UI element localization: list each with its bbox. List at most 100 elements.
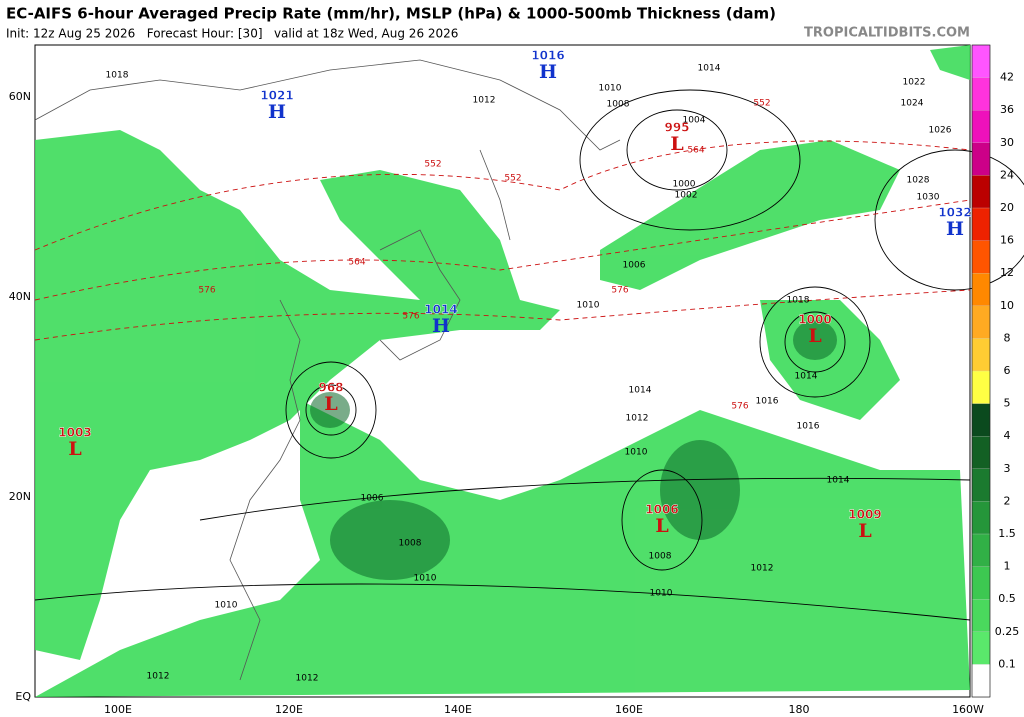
isobar-label: 1026 [929,126,952,136]
colorbar-segment [971,533,991,568]
isobar-label: 1002 [675,191,698,201]
isobar-label: 1012 [473,96,496,106]
isobar-label: 1012 [626,414,649,424]
isobar-label: 1006 [361,494,384,504]
isobar-label: 1010 [215,601,238,611]
colorbar-label: 1 [1004,560,1011,573]
isobar-label: 1000 [673,180,696,190]
colorbar-label: 1.5 [998,527,1016,540]
colorbar-segment [971,175,991,209]
colorbar-segment [971,77,991,111]
pressure-letter: H [946,218,964,240]
colorbar-label: 0.5 [998,592,1016,605]
pressure-letter: H [268,101,286,123]
colorbar-segment [971,370,991,405]
lon-label: 160E [615,703,643,716]
pressure-value: 1014 [424,303,457,317]
colorbar-segment [971,142,991,177]
colorbar-label: 20 [1000,201,1014,214]
isobar-label: 1014 [827,476,850,486]
isobar-label: 1008 [399,539,422,549]
colorbar-segment [971,664,991,698]
isobar-label: 1016 [797,422,820,432]
isobar-label: 1012 [147,672,170,682]
pressure-value: 1006 [645,503,678,517]
lon-label: 180 [789,703,810,716]
colorbar-label: 6 [1004,364,1011,377]
pressure-letter: L [670,133,683,155]
isobar-label: 1008 [649,552,672,562]
colorbar-segment [971,110,991,144]
colorbar-segment [971,207,991,242]
pressure-value: 968 [318,381,343,395]
pressure-value: 1032 [938,206,971,220]
colorbar-label: 30 [1000,136,1014,149]
pressure-letter: L [68,438,81,460]
colorbar-segment [971,468,991,503]
colorbar-segment [971,501,991,535]
isobar-label: 1010 [650,589,673,599]
pressure-value: 1021 [260,89,293,103]
colorbar-label: 16 [1000,234,1014,247]
colorbar-label: 10 [1000,299,1014,312]
colorbar-segment [971,240,991,274]
colorbar-segment [971,403,991,437]
isobar-label: 1018 [787,296,810,306]
colorbar-segment [971,566,991,600]
isobar-label: 1030 [917,193,940,203]
colorbar-label: 3 [1004,462,1011,475]
isobar-label: 1028 [907,176,930,186]
colorbar-label: 8 [1004,331,1011,344]
colorbar-label: 42 [1000,71,1014,84]
isobar-label: 1010 [599,84,622,94]
isobar-label: 1006 [623,261,646,271]
pressure-letter: H [432,315,450,337]
heavy-precip [310,320,837,580]
isobar-label: 1014 [629,386,652,396]
lat-label: 60N [9,90,31,103]
thickness-label: 552 [504,174,521,184]
lat-label: 40N [9,290,31,303]
colorbar-segment [971,44,991,79]
pressure-letter: L [655,515,668,537]
colorbar-label: 2 [1004,494,1011,507]
isobar-label: 1010 [625,448,648,458]
site-label: TROPICALTIDBITS.COM [804,26,970,41]
coastlines [34,59,621,681]
colorbar-frame [971,44,991,698]
colorbar-segment [971,305,991,340]
colorbar-label: 4 [1004,429,1011,442]
lon-label: 160W [952,703,984,716]
isobar-label: 1012 [751,564,774,574]
colorbar-label: 5 [1004,397,1011,410]
isobar-label: 1022 [903,78,926,88]
thickness-label: 576 [198,286,215,296]
colorbar-segment [971,631,991,666]
isobar-label: 1014 [698,64,721,74]
colorbar-label: 12 [1000,266,1014,279]
colorbar-segment [971,273,991,307]
colorbar-label: 24 [1000,168,1014,181]
pressure-value: 995 [664,121,689,135]
colorbar-label: 0.25 [995,625,1020,638]
lat-label: 20N [9,490,31,503]
colorbar-label: 36 [1000,103,1014,116]
isobar-label: 1024 [901,99,924,109]
isobar-label: 1010 [577,301,600,311]
lon-label: 120E [275,703,303,716]
thickness-label: 552 [424,160,441,170]
thickness-label: 576 [402,312,419,322]
lon-label: 140E [444,703,472,716]
pressure-value: 1003 [58,426,91,440]
pressure-letter: L [808,325,821,347]
isobar-label: 1012 [296,674,319,684]
thickness-lines [34,140,971,341]
colorbar-label: 0.1 [998,657,1016,670]
colorbar-segment [971,436,991,470]
pressure-value: 1009 [848,508,881,522]
thickness-label: 552 [753,99,770,109]
isobars [34,89,1024,621]
